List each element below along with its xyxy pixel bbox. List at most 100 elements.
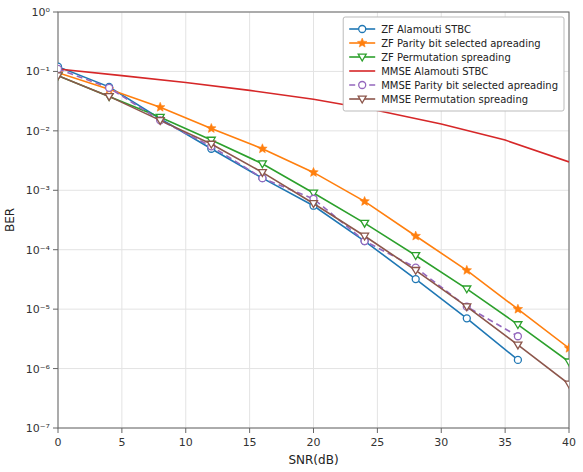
x-grid-line	[313, 12, 314, 428]
point	[411, 231, 421, 240]
axes: 0 5 10 15 20 25 30 35 40 10⁻⁷ 10⁻⁶ 10⁻⁵ 10⁻⁴ 10⁻³ 10⁻²…	[26, 6, 576, 449]
series	[58, 69, 569, 162]
series-line	[58, 69, 569, 162]
legend-marker	[359, 26, 366, 33]
y-axis-label: BER	[3, 208, 17, 232]
y-grid-line	[58, 249, 569, 250]
point	[106, 83, 113, 90]
y-tick-label: 10⁻⁷	[26, 422, 50, 435]
point	[564, 343, 569, 352]
x-tick	[377, 428, 378, 433]
plot-background	[58, 12, 569, 428]
legend-marker	[358, 96, 366, 103]
legend: ZF Alamouti STBC ZF Parity bit selected a…	[343, 17, 564, 111]
point	[565, 359, 569, 366]
x-tick-label: 40	[562, 436, 576, 449]
y-tick	[53, 71, 58, 72]
y-tick-label: 10⁻³	[26, 184, 50, 197]
legend-marker	[357, 38, 367, 47]
point	[462, 265, 472, 274]
point	[207, 141, 215, 148]
point	[513, 304, 523, 313]
x-axis-label: SNR(dB)	[288, 453, 338, 467]
point	[155, 102, 165, 111]
x-tick-label: 5	[118, 436, 125, 449]
point	[360, 196, 370, 205]
legend-label: MMSE Parity bit selected apreading	[381, 80, 558, 91]
legend-marker	[358, 54, 366, 61]
x-tick-label: 0	[55, 436, 62, 449]
chart: 0 5 10 15 20 25 30 35 40 10⁻⁷ 10⁻⁶ 10⁻⁵ 10⁻⁴ 10⁻³ 10⁻²…	[0, 0, 583, 472]
point	[58, 73, 62, 80]
x-tick-label: 25	[370, 436, 384, 449]
point	[514, 342, 522, 349]
point	[514, 333, 521, 340]
legend-frame	[343, 17, 564, 111]
point	[565, 381, 569, 388]
point	[514, 356, 521, 363]
y-tick-label: 10⁻¹	[26, 65, 50, 78]
point	[258, 170, 266, 177]
legend-swatch	[349, 70, 375, 72]
legend-label: ZF Alamouti STBC	[381, 24, 471, 35]
point	[514, 322, 522, 329]
y-tick	[53, 130, 58, 131]
x-tick	[121, 428, 122, 433]
point	[361, 220, 369, 227]
x-tick-label: 30	[434, 436, 448, 449]
point	[105, 94, 113, 101]
legend-label: MMSE Alamouti STBC	[381, 66, 488, 77]
point	[207, 123, 217, 132]
y-grid-line	[58, 130, 569, 131]
x-grid-line	[249, 12, 250, 428]
x-tick	[313, 428, 314, 433]
y-grid-line	[58, 309, 569, 310]
series-line	[58, 76, 569, 384]
x-tick	[505, 428, 506, 433]
point	[412, 276, 419, 283]
point	[104, 84, 114, 93]
point	[258, 144, 268, 153]
legend-label: MMSE Permutation spreading	[381, 94, 528, 105]
point	[157, 117, 164, 124]
point	[412, 268, 420, 275]
y-tick	[53, 309, 58, 310]
point	[463, 315, 470, 322]
series-line	[58, 76, 569, 362]
x-grid-line	[121, 12, 122, 428]
series	[58, 73, 569, 388]
point	[106, 84, 113, 91]
legend-label: ZF Parity bit selected apreading	[381, 38, 540, 49]
y-tick	[53, 368, 58, 369]
y-tick-label: 10⁰	[32, 6, 51, 19]
plot-frame	[58, 12, 569, 428]
x-tick-label: 20	[307, 436, 321, 449]
x-tick	[58, 428, 59, 433]
x-tick	[569, 428, 570, 433]
legend-marker	[359, 82, 366, 89]
y-tick	[53, 12, 58, 13]
point	[463, 286, 471, 293]
y-tick-label: 10⁻⁶	[26, 363, 51, 376]
point	[156, 118, 164, 125]
x-tick	[185, 428, 186, 433]
y-tick	[53, 190, 58, 191]
x-tick-label: 35	[498, 436, 512, 449]
point	[463, 304, 471, 311]
point	[310, 201, 318, 208]
x-tick	[441, 428, 442, 433]
point	[361, 233, 369, 240]
y-grid-line	[58, 368, 569, 369]
y-tick	[53, 428, 58, 429]
grid	[58, 12, 569, 428]
x-tick-label: 10	[179, 436, 193, 449]
y-tick-label: 10⁻⁴	[26, 244, 51, 257]
y-tick-label: 10⁻⁵	[26, 303, 50, 316]
y-tick-label: 10⁻²	[26, 125, 50, 138]
point	[58, 65, 62, 72]
point	[412, 253, 420, 260]
point	[309, 167, 319, 176]
x-tick-label: 15	[243, 436, 257, 449]
x-tick	[249, 428, 250, 433]
series-group	[58, 63, 569, 388]
